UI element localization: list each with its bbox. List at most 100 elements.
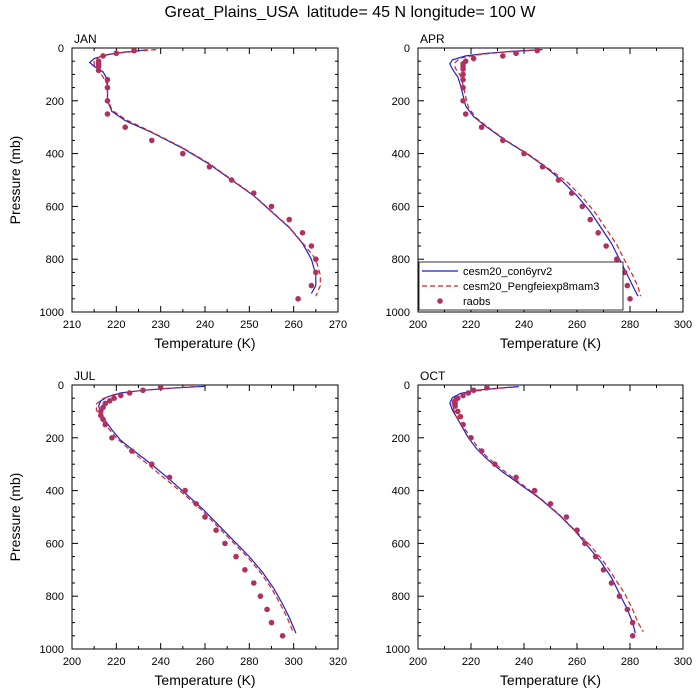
panel-label: OCT [420,369,446,383]
raobs-point [539,164,546,170]
raobs-point [613,256,620,263]
raobs-point [460,71,466,78]
raobs-point [202,514,208,520]
x-tick-label: 260 [284,319,302,331]
raobs-point [104,111,111,117]
raobs-point [222,540,228,547]
x-tick-label: 260 [568,656,586,668]
raobs-point [465,390,472,396]
x-tick-label: 320 [329,656,347,668]
raobs-point [228,177,235,183]
pengfei-line [451,386,644,633]
raobs-point [257,593,264,599]
raobs-point [592,553,599,560]
raobs-point [157,384,164,391]
raobs-point [513,50,519,57]
y-tick-label: 200 [392,433,410,445]
x-tick-label: 240 [515,319,533,331]
raobs-point [250,190,257,196]
x-axis-label: Temperature (K) [500,672,601,688]
x-tick-label: 210 [63,319,81,331]
legend: cesm20_con6yrv2 cesm20_Pengfeiexp8mam3rao… [418,261,624,311]
raobs-point [113,50,120,57]
x-axis-label: Temperature (K) [154,335,255,351]
raobs-point [460,84,466,91]
y-tick-label: 600 [46,538,64,550]
raobs-point [102,421,109,428]
y-tick-label: 0 [58,380,64,392]
y-tick-label: 400 [392,486,410,498]
x-tick-label: 300 [674,656,692,668]
raobs-point [129,448,135,454]
raobs-point [104,84,111,91]
x-tick-label: 270 [329,319,347,331]
raobs-point [457,413,464,420]
panel-oct: 200 220 240 260 280 300 0 200 400 600 800 1000 Tempe… [386,369,693,688]
raobs-point [478,124,485,130]
y-tick-label: 600 [46,201,64,213]
raobs-point [460,392,466,399]
raobs-point [531,487,538,494]
y-tick-label: 800 [392,254,410,266]
x-tick-label: 300 [284,656,302,668]
raobs-point [106,398,113,404]
y-tick-label: 200 [392,96,410,108]
raobs-point [629,619,636,626]
y-tick-label: 1000 [386,307,410,319]
raobs-point [534,47,541,54]
raobs-point [513,474,519,481]
raobs-point [462,111,469,117]
raobs-point [140,387,146,394]
raobs-point [182,487,188,494]
panel-jan: 210 220 230 240 250 260 270 0 200 400 600 800 1000 Te… [7,32,347,351]
raobs-point [624,606,631,613]
raobs-point [600,567,607,573]
x-tick-label: 260 [196,656,214,668]
raobs-point [308,243,315,249]
raobs-point [149,461,155,468]
x-axis-label: Temperature (K) [500,335,601,351]
raobs-point [595,230,601,236]
x-axis-label: Temperature (K) [154,672,255,688]
raobs-point [460,66,466,72]
raobs-point [478,448,485,454]
raobs-point [492,461,498,468]
panel-label: APR [420,32,445,46]
raobs-point [250,580,257,586]
x-tick-label: 260 [568,319,586,331]
x-tick-label: 240 [151,656,169,668]
raobs-point [242,567,248,573]
raobs-point [313,269,319,276]
panel-label: JAN [74,32,97,46]
raobs-point [500,137,506,144]
raobs-point [460,98,466,104]
raobs-point [111,395,117,402]
raobs-point [547,501,554,507]
x-tick-label: 220 [462,319,480,331]
raobs-point [117,392,124,399]
raobs-point [484,384,490,391]
raobs-point [264,606,270,613]
y-tick-label: 600 [392,538,410,550]
raobs-point [193,501,199,507]
y-axis-label: Pressure (mb) [7,473,23,562]
panel-apr: 200 220 240 260 280 300 0 200 400 600 800 1000 Tempe… [386,32,693,351]
x-tick-label: 300 [674,319,692,331]
y-tick-label: 400 [392,149,410,161]
raobs-point [555,177,562,183]
raobs-point [98,408,104,415]
raobs-point [180,150,186,157]
raobs-point [100,53,106,59]
raobs-point [149,137,155,144]
raobs-point [582,540,588,547]
raobs-point [563,514,570,520]
y-tick-label: 1000 [40,307,64,319]
x-tick-label: 220 [107,319,125,331]
raobs-point [624,282,631,289]
y-tick-label: 1000 [40,644,64,656]
legend-box [418,261,624,311]
pengfei-line [95,386,295,634]
x-tick-label: 280 [621,656,639,668]
con6yrv2-line [449,49,639,297]
raobs-point [579,203,586,210]
